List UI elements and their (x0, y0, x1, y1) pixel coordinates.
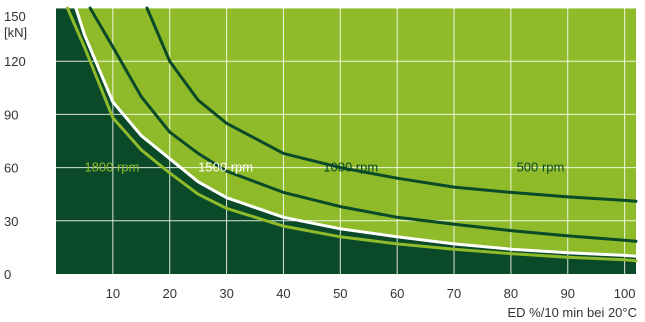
x-tick-label: 30 (219, 286, 233, 301)
x-tick-label: 40 (276, 286, 290, 301)
x-axis-label: ED %/10 min bei 20°C (508, 305, 637, 320)
y-tick-label: 90 (4, 107, 18, 122)
series-label: 1800 rpm (84, 160, 139, 175)
lower-region-fill (56, 8, 636, 274)
series-labels: 1800 rpm 1500 rpm 1000 rpm 500 rpm (84, 160, 564, 175)
y-axis-unit: [kN] (4, 25, 27, 40)
x-tick-label: 90 (561, 286, 575, 301)
series-label: 1000 rpm (323, 160, 378, 175)
x-tick-label: 20 (162, 286, 176, 301)
series-label: 1500 rpm (198, 160, 253, 175)
series-line-1500-rpm (74, 6, 638, 258)
x-tick-label: 10 (106, 286, 120, 301)
y-tick-label: 120 (4, 54, 26, 69)
series-line-1000-rpm (88, 6, 638, 243)
y-axis-ticks: 0 30 60 90 120 150 (4, 9, 26, 282)
x-axis-ticks: 10 20 30 40 50 60 70 80 90 100 (106, 286, 636, 301)
x-tick-label: 100 (614, 286, 636, 301)
y-tick-label: 60 (4, 161, 18, 176)
y-tick-label: 150 (4, 9, 26, 24)
series-line-500-rpm (145, 6, 638, 203)
series-lines (65, 6, 638, 263)
x-tick-label: 70 (447, 286, 461, 301)
x-tick-label: 50 (333, 286, 347, 301)
y-tick-label: 0 (4, 267, 11, 282)
series-label: 500 rpm (517, 160, 565, 175)
x-tick-label: 60 (390, 286, 404, 301)
y-tick-label: 30 (4, 214, 18, 229)
x-tick-label: 80 (504, 286, 518, 301)
series-line-1800-rpm (65, 6, 638, 263)
